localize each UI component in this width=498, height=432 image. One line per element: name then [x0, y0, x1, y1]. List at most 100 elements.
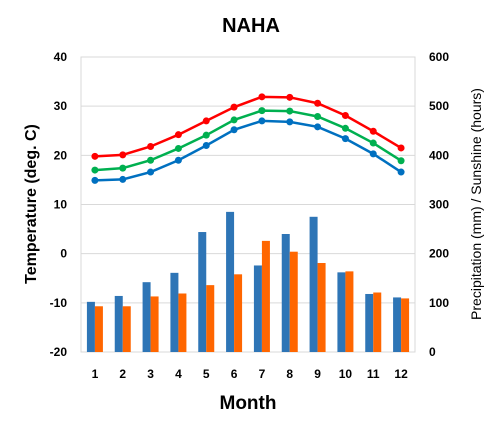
bar-series-2-month-5 [206, 285, 215, 352]
left-tick-label: 40 [54, 50, 68, 64]
x-tick-label: 5 [203, 367, 210, 381]
line-series-1-point-10 [341, 112, 349, 120]
right-tick-label: 300 [429, 198, 449, 212]
x-tick-label: 1 [92, 367, 99, 381]
bar-series-2-month-7 [261, 240, 270, 352]
line-series-3-point-6 [230, 126, 238, 134]
right-tick-label: 100 [429, 296, 449, 310]
line-series-2-point-5 [202, 131, 210, 139]
bar-series-1-month-5 [198, 232, 207, 352]
line-series-3-point-4 [174, 156, 182, 164]
line-series-3-point-11 [369, 150, 377, 158]
line-series-3-point-9 [314, 123, 322, 131]
x-tick-label: 7 [259, 367, 266, 381]
left-tick-label: 10 [54, 198, 68, 212]
line-series-2 [94, 109, 402, 172]
bar-series-1-month-10 [337, 272, 346, 352]
line-series-1-point-5 [202, 117, 210, 125]
bar-series-2-month-10 [345, 271, 354, 352]
bar-series-2-month-8 [289, 251, 298, 352]
bar-series-1-month-12 [393, 297, 402, 352]
line-series-2-point-3 [147, 156, 155, 164]
left-tick-label: -20 [50, 345, 68, 359]
right-tick-label: 600 [429, 50, 449, 64]
chart-title: NAHA [222, 15, 280, 37]
bar-series-1-month-6 [226, 211, 235, 352]
gridlines [81, 56, 415, 353]
right-axis-ticks: 0 100 200 300 400 500 600 [429, 50, 449, 359]
left-tick-label: 30 [54, 99, 68, 113]
line-series-2-point-7 [258, 107, 266, 115]
right-tick-label: 400 [429, 148, 449, 162]
line-series-group [91, 93, 405, 184]
line-series-3-point-3 [147, 168, 155, 176]
line-series-1-point-9 [314, 99, 322, 107]
x-axis-title: Month [220, 393, 277, 414]
line-series-3-point-2 [119, 175, 127, 183]
x-tick-label: 8 [286, 367, 293, 381]
line-series-2-point-12 [397, 157, 405, 165]
bar-series-1-month-2 [114, 295, 123, 352]
x-tick-label: 10 [339, 367, 353, 381]
line-series-1-point-8 [286, 93, 294, 101]
line-series-1-point-7 [258, 93, 266, 101]
line-series-2-point-2 [119, 164, 127, 172]
line-series-1-point-12 [397, 144, 405, 152]
bar-series-2-month-9 [317, 263, 326, 352]
x-tick-label: 11 [367, 367, 380, 381]
left-tick-label: 20 [54, 148, 68, 162]
line-series-1-point-4 [174, 131, 182, 139]
bar-series-2-month-1 [94, 306, 103, 352]
right-tick-label: 0 [429, 345, 436, 359]
line-series-2-point-10 [341, 124, 349, 132]
line-series-2-point-9 [314, 112, 322, 120]
line-series-2-point-11 [369, 139, 377, 147]
line-series-3 [94, 119, 402, 182]
line-series-1-point-3 [147, 142, 155, 150]
bar-series-1-month-11 [365, 293, 374, 352]
line-series-1-point-11 [369, 127, 377, 135]
x-axis-ticks: 1 2 3 4 5 6 7 8 9 10 11 12 [92, 367, 409, 381]
bar-series-2-month-12 [401, 298, 410, 352]
line-series-1-point-2 [119, 151, 127, 159]
line-series-1-point-1 [91, 152, 99, 160]
x-tick-label: 9 [314, 367, 321, 381]
bar-series-1-month-4 [170, 272, 179, 352]
left-tick-label: 0 [60, 247, 67, 261]
bar-series-2-month-2 [122, 306, 131, 352]
line-series-2-point-1 [91, 166, 99, 174]
left-axis-ticks: -20 -10 0 10 20 30 40 [50, 50, 68, 359]
x-tick-label: 3 [147, 367, 154, 381]
bar-series-1-month-1 [86, 301, 95, 352]
bar-series-2-month-4 [178, 293, 187, 352]
bar-series-1-month-7 [253, 265, 262, 352]
bar-series-2-month-11 [373, 292, 382, 352]
bar-series-2-month-3 [150, 296, 159, 352]
right-tick-label: 200 [429, 247, 449, 261]
line-series-2-point-6 [230, 116, 238, 124]
bar-series-1-month-9 [309, 216, 318, 352]
left-tick-label: -10 [50, 296, 68, 310]
line-series-3-point-7 [258, 117, 266, 125]
y-left-axis-title: Temperature (deg. C) [23, 124, 40, 284]
line-series-1 [94, 95, 402, 158]
x-tick-label: 4 [175, 367, 182, 381]
bar-series-1-month-3 [142, 282, 151, 352]
line-series-2-point-4 [174, 144, 182, 152]
line-series-3-point-8 [286, 118, 294, 126]
line-series-2-point-8 [286, 107, 294, 115]
bar-series-group [86, 211, 410, 352]
line-series-3-point-1 [91, 176, 99, 184]
bar-series-2-month-6 [234, 274, 243, 352]
bar-series-1-month-8 [281, 234, 290, 352]
line-series-3-point-12 [397, 168, 405, 176]
right-tick-label: 500 [429, 99, 449, 113]
y-right-axis-title: Precipitation (mm) / Sunshine (hours) [468, 88, 484, 320]
x-tick-label: 6 [231, 367, 238, 381]
line-series-1-point-6 [230, 103, 238, 111]
x-tick-label: 2 [119, 367, 126, 381]
line-series-3-point-10 [341, 135, 349, 143]
line-series-3-point-5 [202, 142, 210, 149]
x-tick-label: 12 [394, 367, 408, 381]
